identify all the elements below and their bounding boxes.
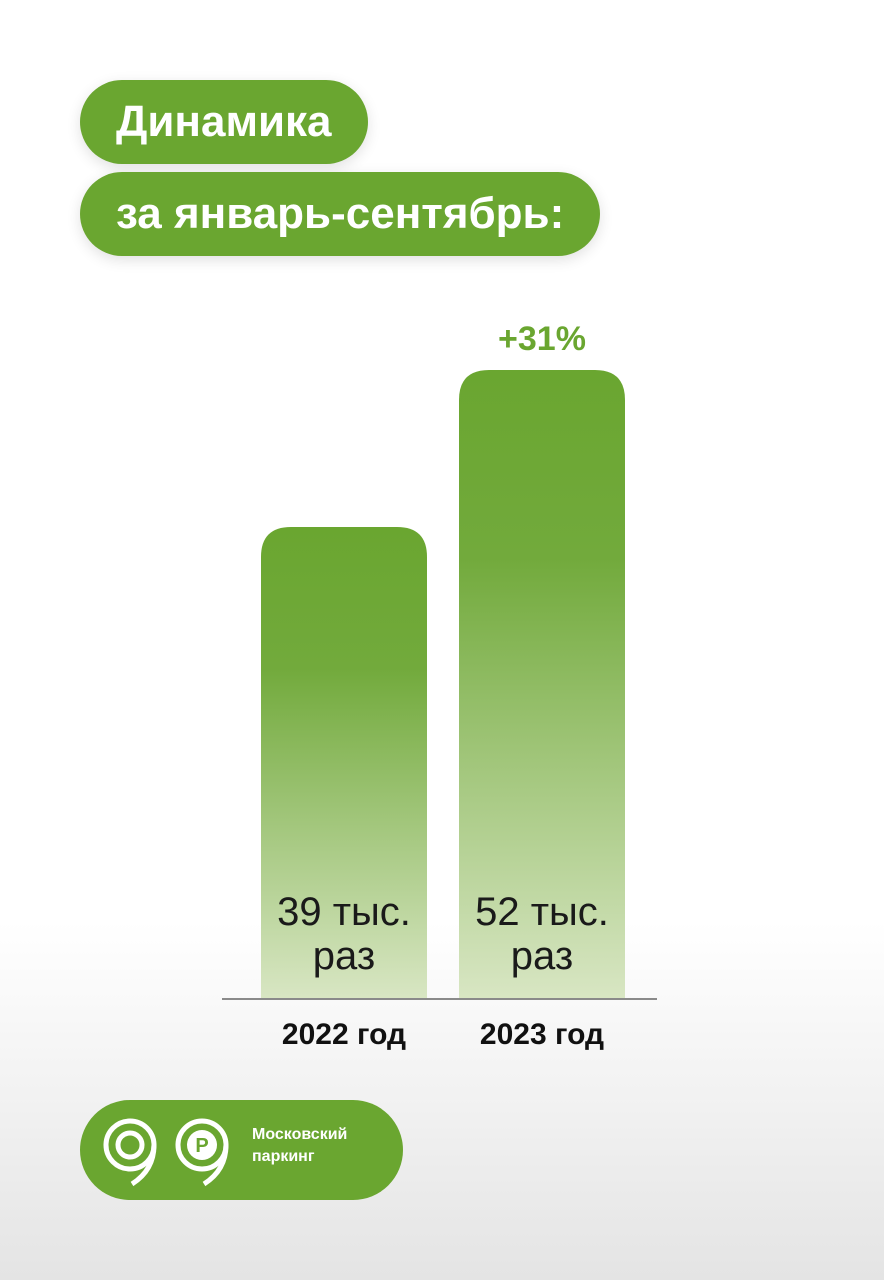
logo: P Московский паркинг (80, 1100, 403, 1200)
title-line: Динамика (80, 80, 368, 164)
annotation: +31% (498, 320, 586, 358)
logo-text: Московский паркинг (252, 1126, 348, 1165)
x-tick-label: 2023 год (480, 1018, 604, 1051)
bar (459, 370, 625, 998)
bar (261, 527, 427, 998)
value-label: 39 тыс. раз (277, 890, 411, 978)
x-tick-label: 2022 год (282, 1018, 406, 1051)
svg-text:P: P (195, 1135, 208, 1157)
title-line: за январь-сентябрь: (80, 172, 601, 256)
value-label: 52 тыс. раз (475, 890, 609, 978)
logo-icons: P (103, 1118, 229, 1187)
